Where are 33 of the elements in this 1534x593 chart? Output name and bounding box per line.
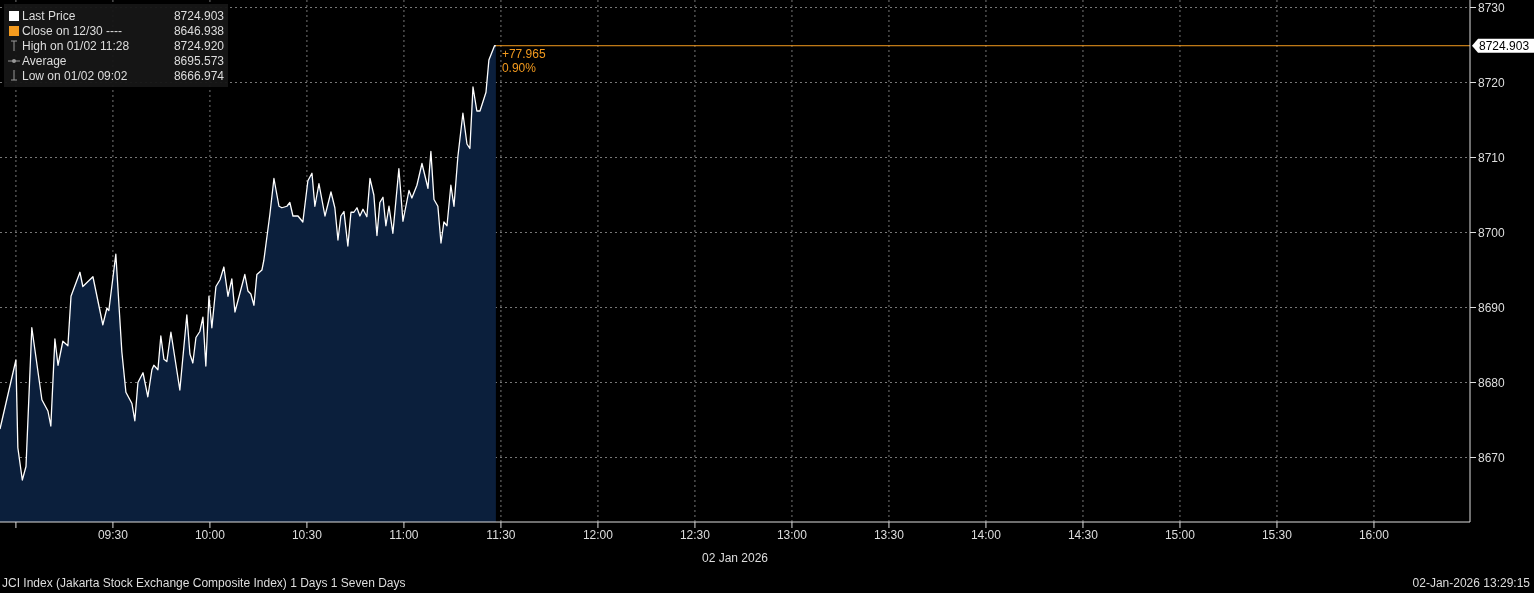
annotation: 0.90%: [501, 60, 537, 75]
annotation: +77.965: [501, 46, 546, 61]
y-tick-label: 8690: [1478, 300, 1506, 315]
text: JCI Index (Jakarta Stock Exchange Composite Index) 1 Days 1 Seven Days: [2, 576, 406, 590]
text: Low on 01/02 09:02 8666.974: [22, 68, 224, 83]
text: High on 01/02 11:28 8724.920: [22, 38, 224, 53]
x-tick-label: 11:30: [486, 527, 516, 542]
x-tick-label: 11:00: [389, 527, 419, 542]
x-tick-label: 13:00: [776, 527, 808, 542]
x-tick-label: 09:30: [97, 527, 129, 542]
text: Average 8695.573: [22, 53, 224, 68]
text: Close on 12/30 ---- 8646.938: [22, 23, 224, 38]
x-tick-label: 13:30: [873, 527, 905, 542]
x-tick-label: 12:30: [679, 527, 711, 542]
y-tick-label: 8700: [1478, 225, 1506, 240]
x-axis-title: 02 Jan 2026: [701, 551, 769, 565]
y-tick-label: 8670: [1478, 450, 1506, 465]
legend-label: Last Price: [22, 8, 77, 23]
x-tick-label: 14:00: [970, 527, 1002, 542]
x-tick-label: 16:00: [1358, 527, 1390, 542]
y-tick-label: 8730: [1478, 0, 1506, 15]
x-tick-label: 12:00: [582, 527, 614, 542]
x-tick-label: 10:00: [194, 527, 226, 542]
y-tick-label: 8710: [1478, 150, 1506, 165]
x-tick-label: 10:30: [291, 527, 323, 542]
text: 02-Jan-2026 13:29:15: [1412, 576, 1530, 590]
x-tick-label: 14:30: [1067, 527, 1099, 542]
x-tick-label: 15:30: [1261, 527, 1293, 542]
y-tick-label: 8680: [1478, 375, 1506, 390]
y-tick-label: 8720: [1478, 75, 1506, 90]
text: 8724.903: [1479, 38, 1530, 53]
x-tick-label: 15:00: [1164, 527, 1196, 542]
annotation: 8724.903: [173, 8, 224, 23]
